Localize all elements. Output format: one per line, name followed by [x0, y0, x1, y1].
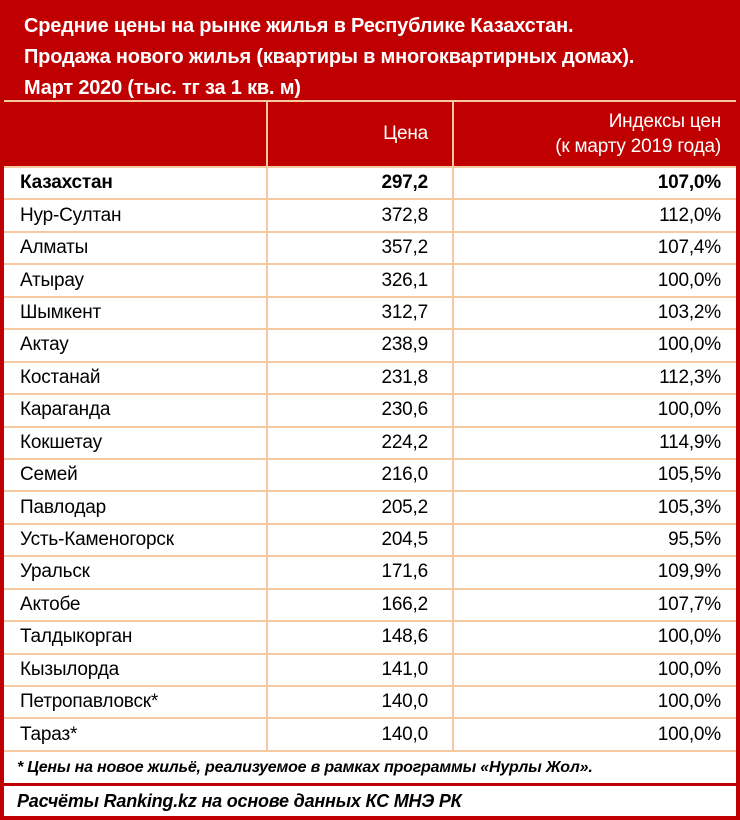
region-name-cell: Павлодар: [20, 496, 106, 518]
price-index-cell: 107,7%: [452, 589, 736, 621]
region-name-cell: Актау: [20, 334, 69, 356]
table-row: Тараз* 140,0 100,0%: [4, 719, 736, 752]
price-cell: 140,0: [266, 687, 452, 718]
price-cell: 230,6: [266, 395, 452, 426]
column-header-index-line1: Индексы цен: [608, 111, 721, 132]
table-row: Кокшетау 224,2 114,9%: [4, 427, 736, 460]
column-header-price: Цена: [266, 102, 452, 166]
price-cell: 141,0: [266, 654, 452, 685]
price-index-cell: 107,4%: [452, 232, 736, 264]
column-header-index: Индексы цен (к марту 2019 года): [452, 102, 736, 166]
region-name-cell: Петропавловск*: [20, 691, 159, 713]
price-index-cell: 100,0%: [452, 265, 736, 296]
price-index-cell: 114,9%: [452, 427, 736, 458]
price-cell: 238,9: [266, 330, 452, 361]
price-index-cell: 100,0%: [452, 654, 736, 685]
table-row: Усть-Каменогорск 204,5 95,5%: [4, 524, 736, 558]
price-index-cell: 100,0%: [452, 687, 736, 718]
region-name-cell: Кызылорда: [20, 658, 119, 680]
table-row: Караганда 230,6 100,0%: [4, 395, 736, 428]
title-line-3: Март 2020 (тыс. тг за 1 кв. м): [24, 77, 301, 99]
region-name-cell: Семей: [20, 464, 78, 486]
footnote: * Цены на новое жильё, реализуемое в рам…: [4, 752, 736, 786]
price-cell: 171,6: [266, 557, 452, 588]
price-cell: 224,2: [266, 427, 452, 458]
region-name-cell: Талдыкорган: [20, 626, 133, 648]
price-index-cell: 103,2%: [452, 297, 736, 329]
table-row: Нур-Султан 372,8 112,0%: [4, 200, 736, 233]
region-name-cell: Атырау: [20, 269, 84, 291]
price-cell: 216,0: [266, 459, 452, 491]
price-cell: 140,0: [266, 719, 452, 750]
price-index-cell: 100,0%: [452, 622, 736, 653]
price-index-cell: 95,5%: [452, 524, 736, 556]
region-name-cell: Тараз*: [20, 723, 78, 745]
region-name-cell: Алматы: [20, 237, 89, 259]
price-cell: 357,2: [266, 232, 452, 264]
region-name-cell: Караганда: [20, 399, 111, 421]
price-cell: 312,7: [266, 297, 452, 329]
table-row: Атырау 326,1 100,0%: [4, 265, 736, 298]
region-name-cell: Уральск: [20, 561, 90, 583]
region-name-cell: Шымкент: [20, 301, 102, 323]
price-index-cell: 109,9%: [452, 557, 736, 588]
price-index-cell: 100,0%: [452, 395, 736, 426]
price-index-cell: 112,0%: [452, 200, 736, 231]
price-cell: 205,2: [266, 492, 452, 523]
column-header-index-line2: (к марту 2019 года): [555, 136, 721, 157]
title-line-1: Средние цены на рынке жилья в Республике…: [24, 15, 574, 37]
region-name-cell: Усть-Каменогорск: [20, 529, 174, 551]
column-header-region: [4, 102, 266, 166]
table-row: Кызылорда 141,0 100,0%: [4, 654, 736, 687]
price-index-cell: 112,3%: [452, 362, 736, 394]
table-row: Петропавловск* 140,0 100,0%: [4, 687, 736, 720]
region-name-cell: Казахстан: [20, 172, 113, 194]
table-row: Павлодар 205,2 105,3%: [4, 492, 736, 525]
price-cell: 297,2: [266, 168, 452, 199]
region-name-cell: Актобе: [20, 593, 81, 615]
table-header: Цена Индексы цен (к марту 2019 года): [4, 102, 736, 168]
table-row: Актобе 166,2 107,7%: [4, 589, 736, 623]
price-cell: 326,1: [266, 265, 452, 296]
price-cell: 166,2: [266, 589, 452, 621]
table-row: Казахстан 297,2 107,0%: [4, 168, 736, 201]
title-line-2: Продажа нового жилья (квартиры в многокв…: [24, 46, 635, 68]
price-cell: 372,8: [266, 200, 452, 231]
region-name-cell: Кокшетау: [20, 431, 102, 453]
table-title: Средние цены на рынке жилья в Республике…: [4, 4, 736, 102]
table-row: Уральск 171,6 109,9%: [4, 557, 736, 590]
price-cell: 231,8: [266, 362, 452, 394]
table-body: Казахстан 297,2 107,0% Нур-Султан 372,8 …: [4, 168, 736, 752]
source-credit: Расчёты Ranking.kz на основе данных КС М…: [17, 790, 462, 811]
region-name-cell: Костанай: [20, 366, 101, 388]
price-index-cell: 100,0%: [452, 719, 736, 750]
table-row: Актау 238,9 100,0%: [4, 330, 736, 363]
region-name-cell: Нур-Султан: [20, 204, 122, 226]
table-row: Костанай 231,8 112,3%: [4, 362, 736, 396]
price-cell: 204,5: [266, 524, 452, 556]
table-row: Шымкент 312,7 103,2%: [4, 297, 736, 331]
price-index-cell: 100,0%: [452, 330, 736, 361]
table-row: Алматы 357,2 107,4%: [4, 232, 736, 266]
price-index-cell: 105,3%: [452, 492, 736, 523]
table-row: Талдыкорган 148,6 100,0%: [4, 622, 736, 655]
table-row: Семей 216,0 105,5%: [4, 459, 736, 493]
price-cell: 148,6: [266, 622, 452, 653]
price-index-cell: 107,0%: [452, 168, 736, 199]
price-index-cell: 105,5%: [452, 459, 736, 491]
